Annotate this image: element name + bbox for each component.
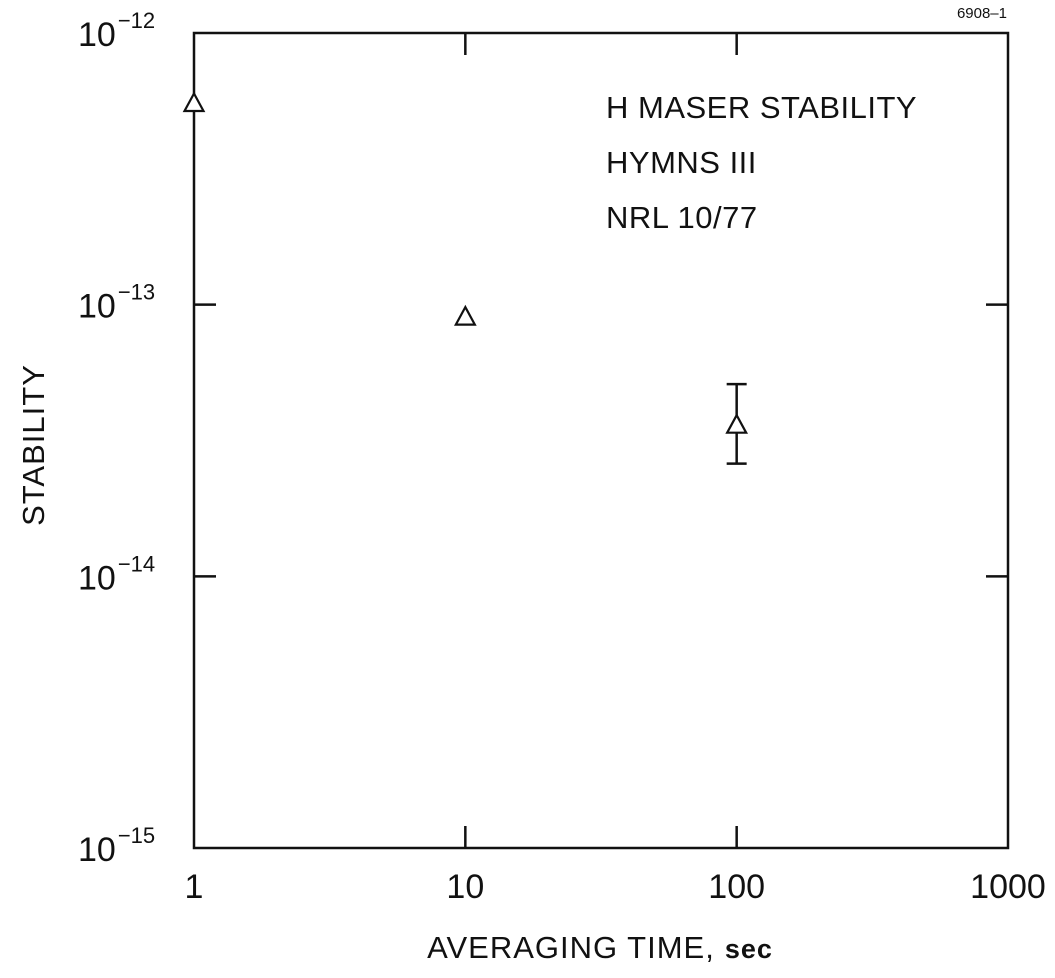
y-tick-label-0: 10−15 <box>78 823 155 869</box>
annotation-line-2: NRL 10/77 <box>606 200 758 235</box>
plot-border <box>192 31 1010 850</box>
plot-frame <box>192 31 1010 850</box>
figure-number: 6908–1 <box>957 5 1007 22</box>
y-tick-label-1: 10−14 <box>78 551 155 597</box>
y-axis-title: STABILITY <box>16 364 51 526</box>
x-tick-label-1: 1 <box>185 868 204 906</box>
x-tick-label-1000: 1000 <box>970 868 1046 906</box>
x-axis-unit: sec <box>725 934 773 964</box>
x-tick-label-100: 100 <box>708 868 765 906</box>
data-point-2 <box>725 412 749 434</box>
chart-annotation: H MASER STABILITY HYMNS III NRL 10/77 <box>606 90 917 235</box>
y-tick-label-2: 10−13 <box>78 280 155 326</box>
y-axis-tick-labels: 10−15 10−14 10−13 10−12 <box>78 8 155 869</box>
data-points <box>182 91 749 465</box>
annotation-line-1: HYMNS III <box>606 145 757 180</box>
data-point-1 <box>453 304 477 326</box>
x-tick-label-10: 10 <box>446 868 484 906</box>
x-axis-tick-labels: 1 10 100 1000 <box>185 868 1046 906</box>
x-axis-title: AVERAGING TIME, sec <box>427 930 773 965</box>
annotation-line-0: H MASER STABILITY <box>606 90 917 125</box>
y-tick-label-3: 10−12 <box>78 8 155 54</box>
x-axis-ticks <box>464 33 738 848</box>
data-point-0 <box>182 91 206 113</box>
y-axis-ticks <box>194 303 1008 578</box>
x-axis-title-text: AVERAGING TIME, <box>427 930 715 965</box>
